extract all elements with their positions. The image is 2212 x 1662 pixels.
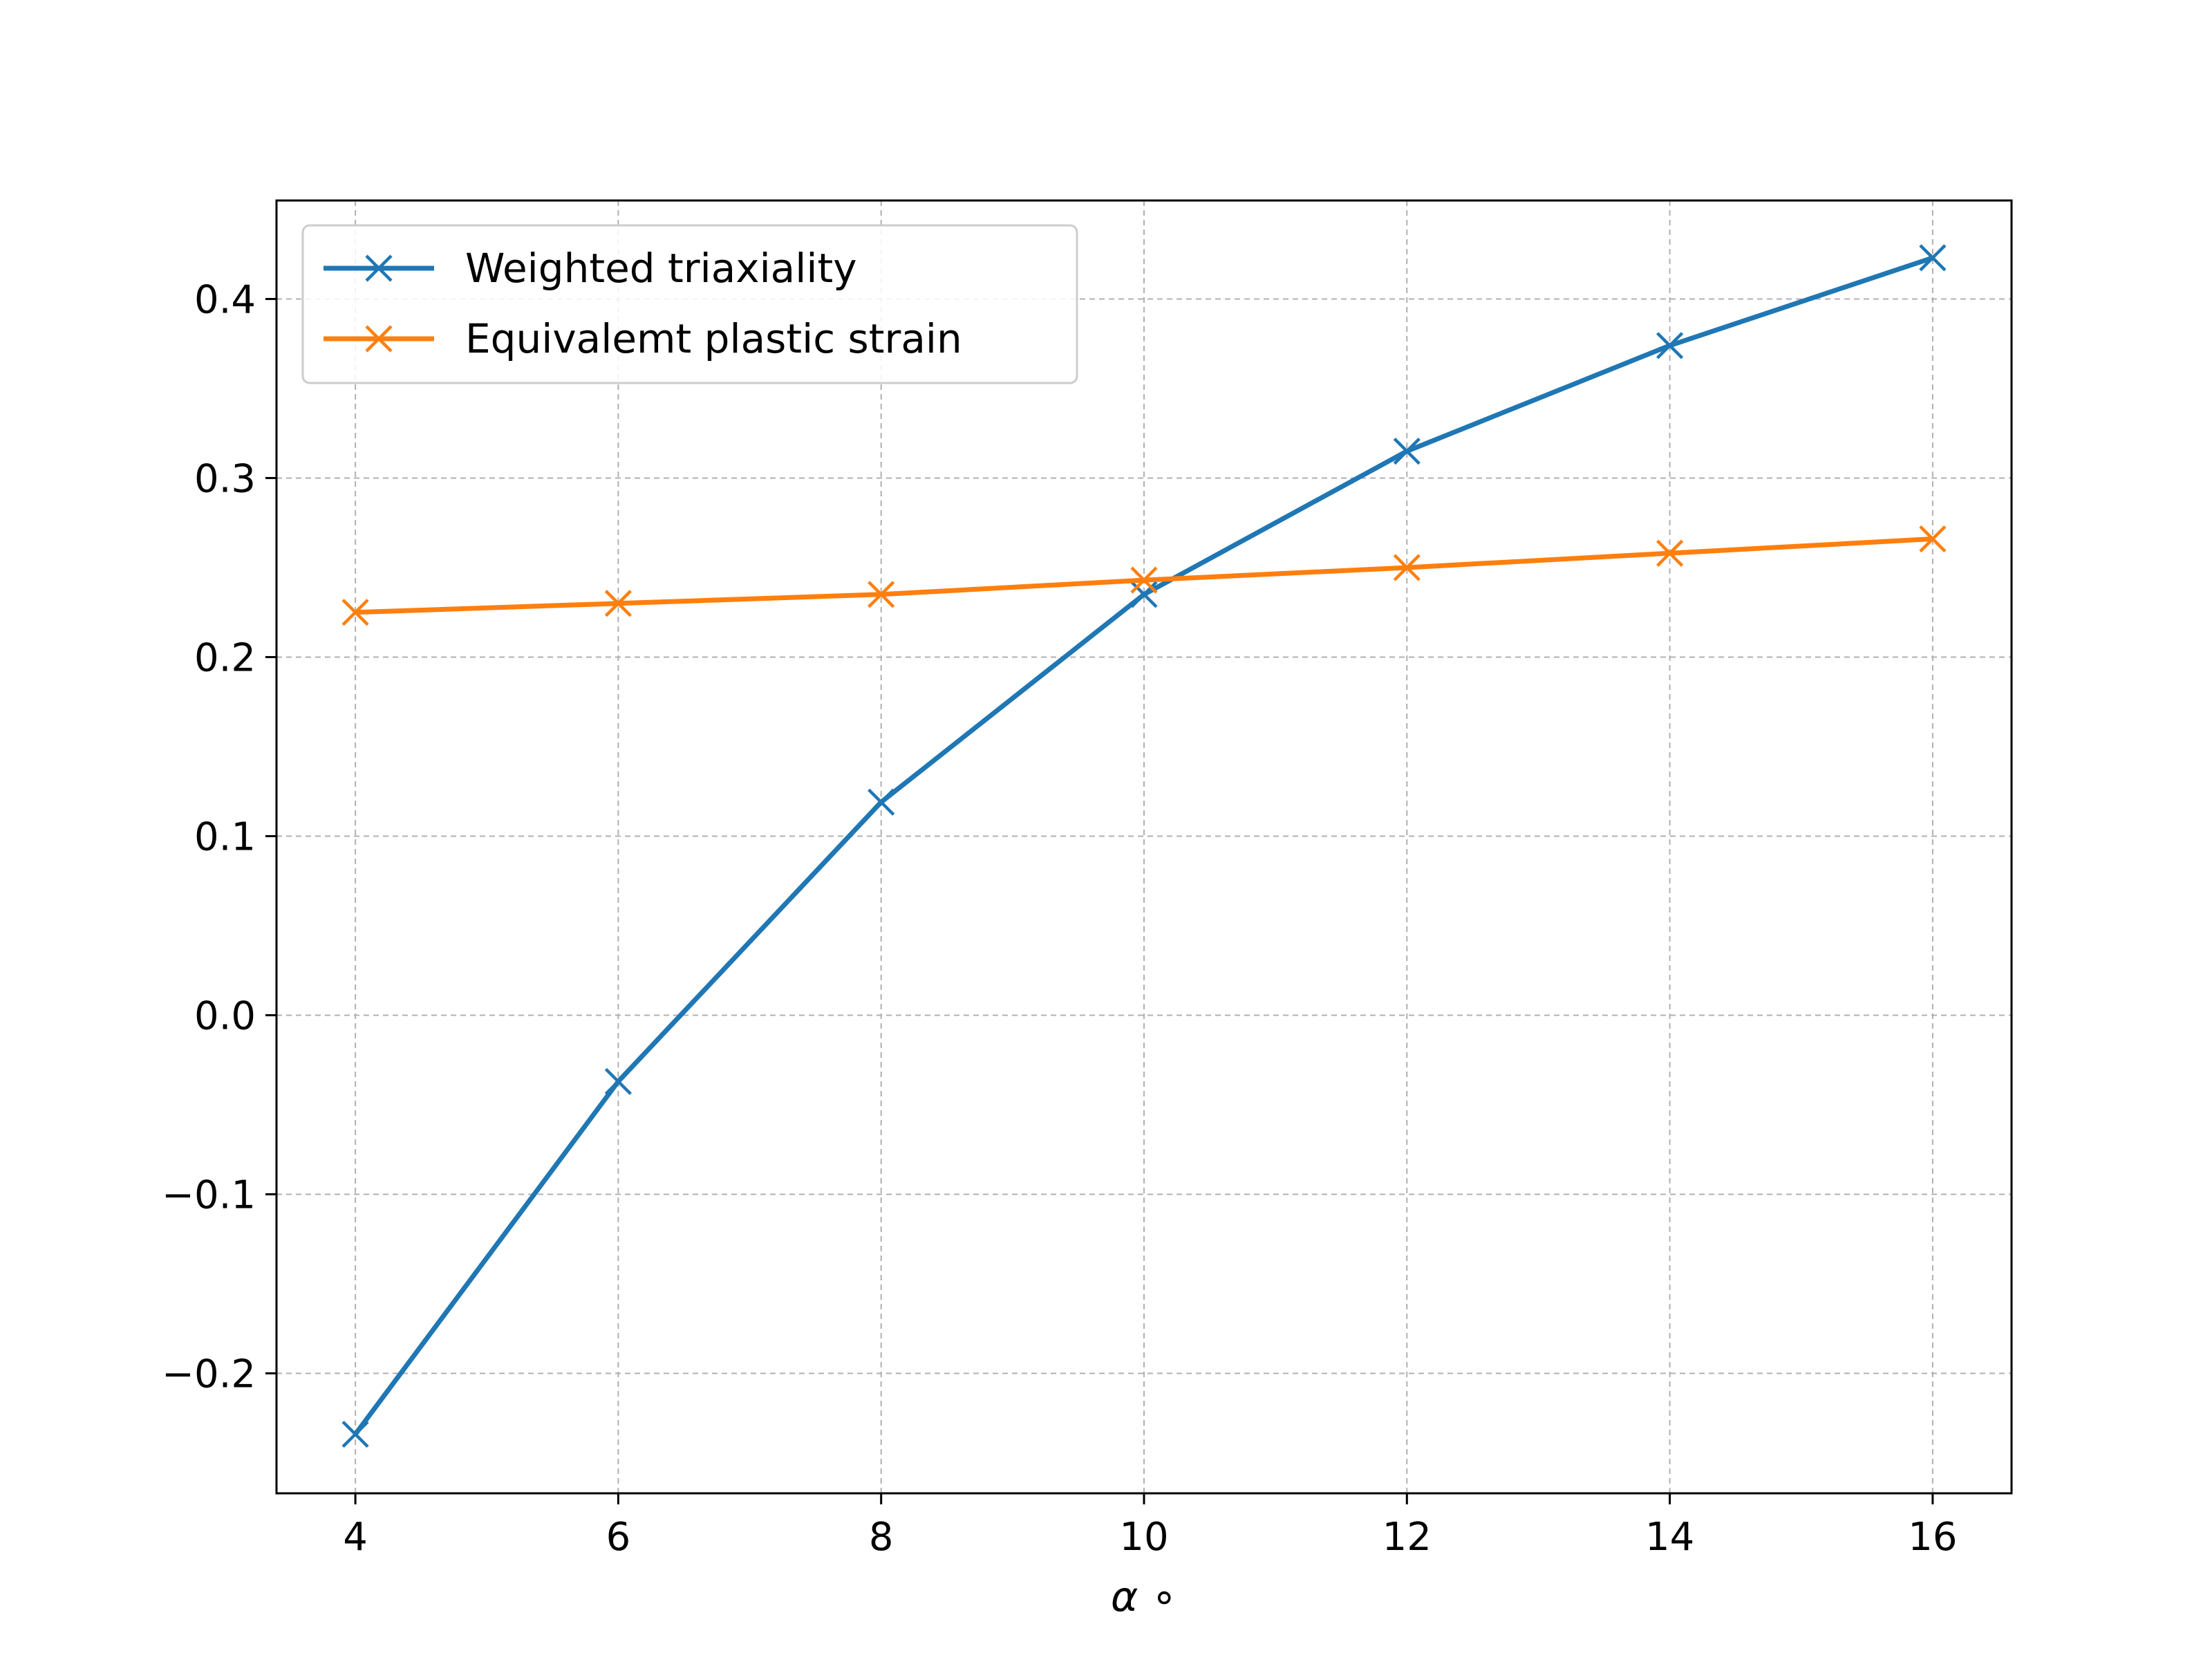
y-tick-label: 0.1 [194,814,256,859]
series-1 [341,244,1947,1448]
legend-marker [365,254,393,282]
data-point [1919,525,1947,553]
y-tick-label: 0.2 [194,635,256,680]
x-tick-label: 14 [1645,1515,1694,1560]
data-point [1656,332,1684,360]
legend-marker [365,325,393,353]
legend-frame [301,224,1078,384]
legend: Weighted triaxiality Equivalemt plastic s… [301,224,1078,384]
y-tick-label: −0.2 [162,1352,256,1397]
legend-label: Weighted triaxiality [465,245,857,292]
x-tick-label: 8 [869,1515,894,1560]
x-tick-label: 10 [1119,1515,1168,1560]
data-point [341,1420,369,1448]
data-point [604,590,632,617]
data-point [868,788,895,816]
data-point [1656,539,1684,567]
x-tick-label: 4 [343,1515,368,1560]
data-point [868,581,895,608]
data-point [1393,438,1421,465]
data-point [1393,554,1421,581]
legend-item: Equivalemt plastic strain [324,315,962,362]
y-tick-label: −0.1 [162,1173,256,1217]
y-axis: −0.2 −0.1 0.0 0.1 0.2 0.3 0.4 [162,277,276,1397]
data-point [1919,244,1947,272]
x-tick-label: 16 [1908,1515,1957,1560]
legend-label: Equivalemt plastic strain [465,315,962,362]
series-2 [341,525,1947,626]
y-tick-label: 0.3 [194,456,256,501]
x-tick-label: 12 [1382,1515,1432,1560]
y-tick-label: 0.0 [194,993,256,1038]
data-point [341,599,369,626]
x-axis: 4 6 8 10 12 14 16 [343,1493,1958,1560]
legend-item: Weighted triaxiality [324,245,857,292]
data-point [1130,566,1158,594]
data-point [604,1067,632,1095]
x-tick-label: 6 [606,1515,631,1560]
data-point [1130,581,1158,608]
grid [276,200,2012,1493]
x-axis-label: α ∘ [1111,1573,1177,1621]
series-layer [341,244,1947,1448]
y-tick-label: 0.4 [194,277,256,322]
